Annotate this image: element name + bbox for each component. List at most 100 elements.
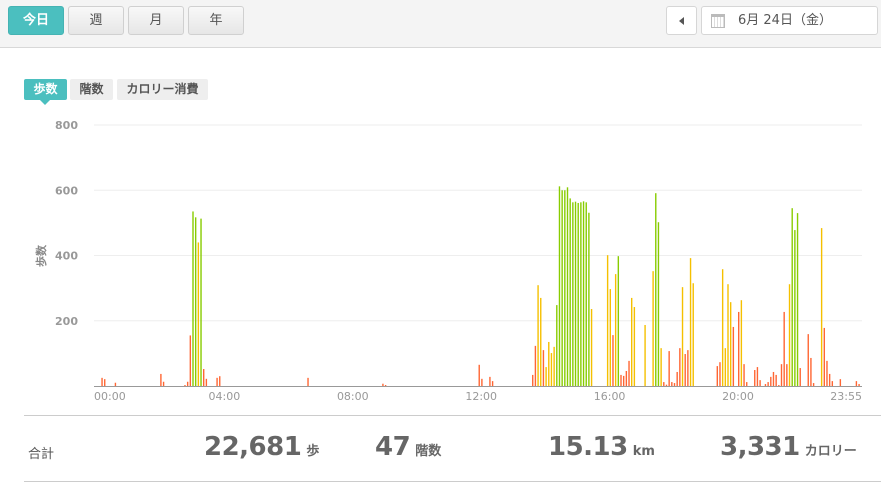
bar (625, 370, 628, 386)
x-tick-label: 16:00 (594, 390, 626, 403)
bar (719, 362, 721, 386)
bar (184, 385, 186, 386)
bar (219, 376, 221, 386)
bar (668, 351, 670, 386)
bar (617, 256, 620, 386)
bar (665, 384, 668, 386)
bar (197, 242, 200, 386)
bar (820, 228, 823, 386)
divider (24, 415, 881, 416)
summary-floors: 47 階数 (375, 432, 441, 462)
bar (727, 284, 729, 386)
period-year-button[interactable]: 年 (188, 6, 244, 35)
bar (160, 373, 162, 386)
bar (732, 326, 735, 386)
summary-calories: 3,331 カロリー (720, 432, 857, 462)
bar (858, 384, 860, 386)
bar (743, 364, 745, 386)
bar (671, 382, 673, 386)
bar (772, 371, 775, 386)
bar (189, 335, 192, 386)
bar (577, 202, 579, 386)
bar (828, 373, 831, 386)
bar (652, 271, 654, 386)
x-tick-label: 08:00 (337, 390, 369, 403)
bar (104, 379, 106, 386)
bar (770, 376, 772, 386)
bar (620, 374, 622, 386)
date-picker[interactable]: 6月 24日（金） (701, 6, 878, 35)
bar (775, 374, 777, 386)
bar (810, 357, 812, 386)
bar (823, 327, 825, 386)
bar (807, 334, 809, 386)
bar (566, 187, 569, 386)
tab-steps[interactable]: 歩数 (24, 79, 67, 105)
toolbar: 今日 週 月 年 6月 24日（金） (0, 0, 881, 48)
bar (796, 213, 799, 386)
summary-steps: 22,681 歩 (204, 432, 319, 462)
bar (839, 379, 842, 386)
tab-floors[interactable]: 階数 (70, 79, 113, 100)
bar (101, 377, 103, 386)
bar (684, 354, 686, 386)
y-tick-label: 600 (55, 184, 78, 197)
bar (548, 341, 550, 386)
bar (633, 307, 636, 386)
bar (162, 381, 165, 386)
bar (550, 353, 553, 386)
bar (569, 198, 571, 386)
bar (534, 345, 537, 386)
bar (558, 186, 561, 386)
bar (545, 367, 547, 386)
bar (663, 382, 665, 386)
tab-calories[interactable]: カロリー消費 (117, 79, 208, 100)
bar (716, 366, 718, 386)
bar (200, 218, 202, 386)
bar (382, 383, 384, 386)
period-today-button[interactable]: 今日 (8, 6, 64, 35)
y-tick-label: 800 (55, 119, 78, 132)
calories-value: 3,331 (720, 432, 800, 462)
bar (676, 371, 678, 386)
bar (778, 385, 780, 386)
x-tick-label: 04:00 (209, 390, 241, 403)
bar (746, 382, 748, 386)
floors-unit: 階数 (415, 444, 442, 459)
bar (756, 367, 759, 386)
bar (384, 385, 387, 386)
bar (491, 381, 494, 386)
bar (542, 350, 545, 386)
period-week-button[interactable]: 週 (68, 6, 124, 35)
bar (631, 297, 633, 386)
bar (481, 378, 483, 386)
bar (205, 378, 208, 386)
period-month-button[interactable]: 月 (128, 6, 184, 35)
x-tick-label: 12:00 (465, 390, 497, 403)
distance-unit: km (632, 444, 655, 459)
bar (673, 383, 676, 386)
bar (553, 346, 555, 386)
bar (754, 370, 756, 386)
bar (489, 376, 491, 386)
distance-value: 15.13 (548, 432, 628, 462)
x-tick-label: 20:00 (722, 390, 754, 403)
bar (307, 377, 309, 386)
bar (660, 348, 662, 386)
bar (606, 255, 609, 386)
bar (114, 382, 117, 386)
bar (826, 360, 828, 386)
bar (561, 190, 563, 386)
bar (612, 335, 614, 386)
y-tick-label: 200 (55, 315, 78, 328)
bar (799, 368, 801, 386)
bar (556, 305, 558, 386)
y-tick-label: 400 (55, 250, 78, 263)
bar (687, 350, 689, 386)
bar (644, 324, 646, 386)
previous-day-button[interactable] (666, 6, 697, 35)
divider (24, 481, 881, 482)
bar (740, 300, 743, 386)
bar (572, 202, 574, 386)
floors-value: 47 (375, 432, 411, 462)
